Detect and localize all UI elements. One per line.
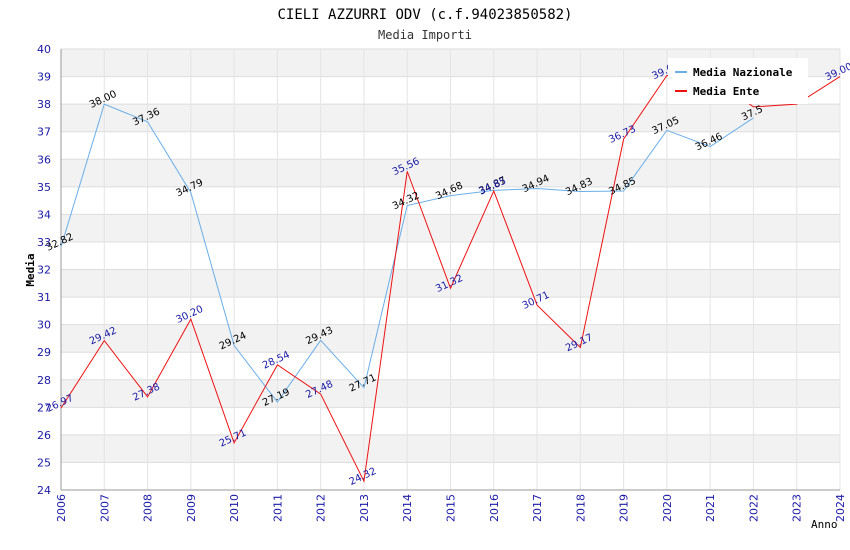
y-tick-label: 25 <box>37 456 51 469</box>
x-tick-label: 2022 <box>747 494 760 522</box>
series-line-media-nazionale <box>60 103 754 403</box>
y-tick-label: 24 <box>37 484 51 497</box>
x-tick-label: 2017 <box>531 494 544 522</box>
y-tick-label: 31 <box>37 291 51 304</box>
y-tick-label: 29 <box>37 346 51 359</box>
x-tick-label: 2012 <box>315 494 328 522</box>
chart-subtitle: Media Importi <box>378 28 472 42</box>
x-tick-label: 2006 <box>55 494 68 522</box>
y-axis-label: Media <box>24 253 37 286</box>
x-tick-label: 2021 <box>704 494 717 522</box>
x-tick-label: 2024 <box>834 494 847 522</box>
x-tick-label: 2020 <box>661 494 674 522</box>
x-axis-label: Anno <box>811 518 838 531</box>
y-tick-labels: 24 25 26 27 28 29 30 31 32 33 34 35 36 37 38 39 40 <box>37 43 51 497</box>
y-tick-label: 30 <box>37 319 51 332</box>
x-tick-label: 2023 <box>791 494 804 522</box>
y-tick-label: 39 <box>37 71 51 84</box>
x-tick-labels: 2006 2007 2008 2009 2010 2011 2012 2013 2014 2015… <box>55 494 847 522</box>
x-tick-label: 2014 <box>401 494 414 522</box>
legend-entry: Media Ente <box>693 85 760 98</box>
x-tick-label: 2007 <box>98 494 111 522</box>
legend-entry: Media Nazionale <box>693 66 793 79</box>
legend: Media Nazionale Media Ente <box>668 58 808 104</box>
y-tick-label: 28 <box>37 374 51 387</box>
y-tick-label: 37 <box>37 126 51 139</box>
y-tick-label: 34 <box>37 208 51 221</box>
x-tick-label: 2011 <box>271 494 284 522</box>
x-tick-label: 2008 <box>142 494 155 522</box>
chart-title: CIELI AZZURRI ODV (c.f.94023850582) <box>277 7 572 23</box>
y-tick-label: 36 <box>37 153 51 166</box>
gridlines <box>60 48 841 491</box>
y-tick-label: 38 <box>37 98 51 111</box>
x-tick-label: 2010 <box>228 494 241 522</box>
x-tick-label: 2015 <box>445 494 458 522</box>
y-tick-label: 32 <box>37 264 51 277</box>
legend-box <box>668 58 808 104</box>
y-tick-label: 35 <box>37 181 51 194</box>
x-tick-label: 2016 <box>488 494 501 522</box>
x-tick-label: 2018 <box>574 494 587 522</box>
x-tick-label: 2019 <box>618 494 631 522</box>
y-tick-label: 33 <box>37 236 51 249</box>
y-tick-label: 40 <box>37 43 51 56</box>
y-tick-label: 26 <box>37 429 51 442</box>
x-tick-label: 2013 <box>358 494 371 522</box>
x-tick-label: 2009 <box>185 494 198 522</box>
y-tick-label: 27 <box>37 401 51 414</box>
